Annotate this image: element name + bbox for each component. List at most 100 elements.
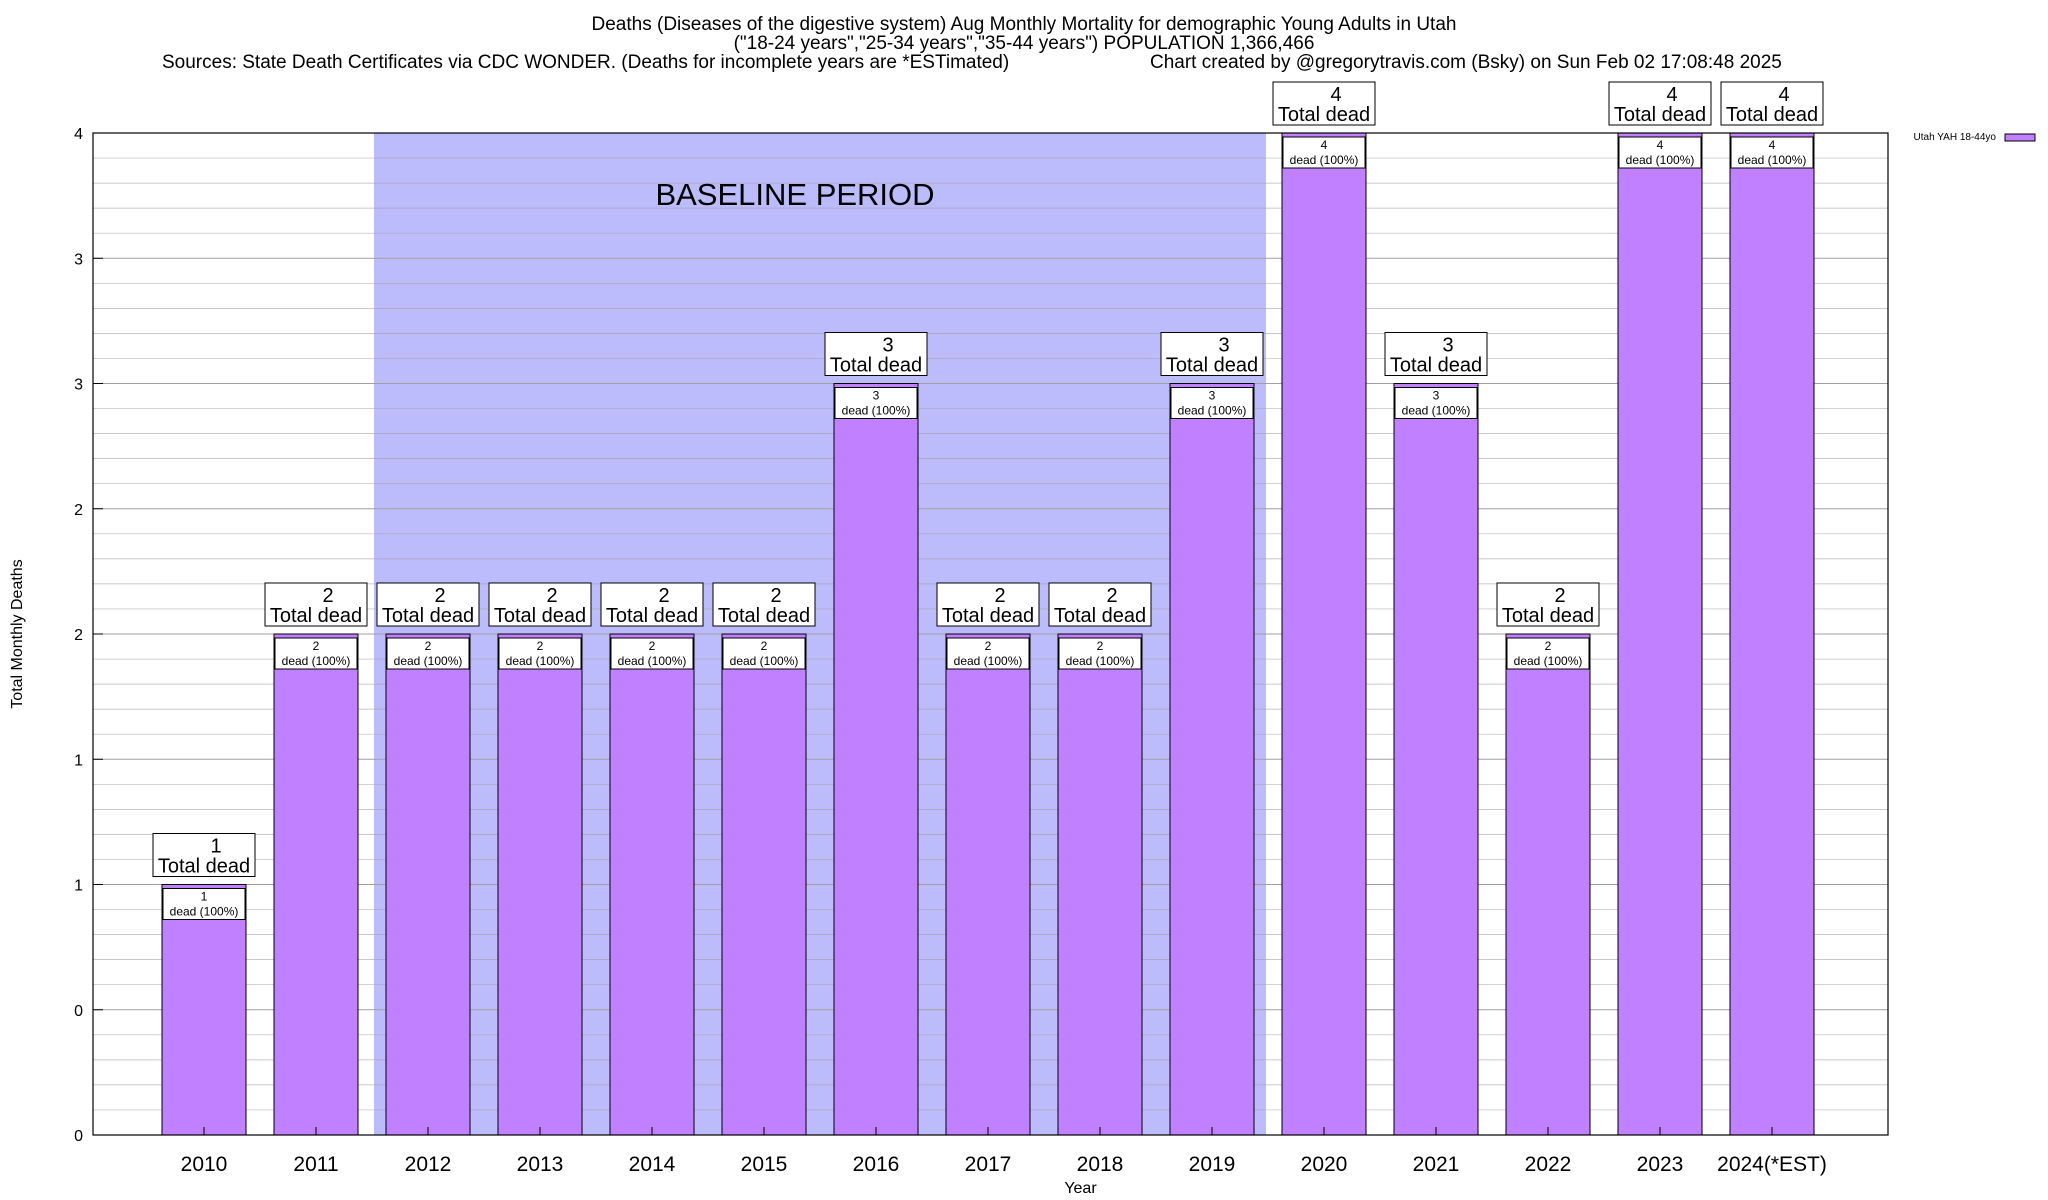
bar-label-box [1618,136,1702,169]
bar-label-box [162,888,246,920]
bar-value-label: 2 [985,639,992,653]
bar-value-label: 3 [1209,389,1216,403]
total-dead-label: Total dead [1726,104,1818,126]
chart-title-line-1: Deaths (Diseases of the digestive system… [591,14,1457,35]
total-dead-value: 2 [1554,585,1565,607]
total-dead-value: 4 [1666,84,1677,106]
legend-label: Utah YAH 18-44yo [1914,132,1997,143]
total-dead-box [1160,332,1264,376]
total-dead-label: Total dead [718,605,810,627]
total-dead-value: 2 [434,585,445,607]
total-dead-value: 2 [322,585,333,607]
bar-label-box [1170,387,1254,419]
total-dead-box [600,582,704,627]
bar-label-box [1282,136,1366,169]
total-dead-value: 2 [546,585,557,607]
total-dead-box [936,582,1040,627]
bar-percent-label: dead (100%) [1290,153,1359,167]
bar-percent-label: dead (100%) [1178,404,1247,418]
bar-percent-label: dead (100%) [1402,404,1471,418]
bar-value-label: 2 [425,639,432,653]
y-tick-label: 3 [74,377,83,394]
y-tick-label: 0 [74,1003,83,1020]
bar-value-label: 2 [537,639,544,653]
x-tick-label: 2021 [1413,1153,1460,1176]
bar [273,633,359,1136]
total-dead-label: Total dead [382,605,474,627]
total-dead-label: Total dead [158,856,250,878]
bar [721,633,807,1136]
total-dead-label: Total dead [1278,104,1370,126]
total-dead-box [1272,81,1376,126]
plot-border [92,132,1889,1136]
total-dead-box [1720,81,1824,126]
bar-percent-label: dead (100%) [954,654,1023,668]
y-tick-label: 1 [74,752,83,769]
x-tick-label: 2015 [741,1153,788,1176]
total-dead-box [376,582,480,627]
total-dead-value: 2 [658,585,669,607]
bar-value-label: 2 [761,639,768,653]
bar [1057,633,1143,1136]
bar [833,383,919,1136]
bar [1393,383,1479,1136]
total-dead-box [1608,81,1712,126]
y-tick-label: 4 [74,126,83,143]
total-dead-box [824,332,928,376]
bar-value-label: 4 [1769,138,1776,152]
total-dead-box [1496,582,1600,627]
y-tick-label: 1 [74,878,83,895]
chart-sources: Sources: State Death Certificates via CD… [162,52,1010,73]
bar-percent-label: dead (100%) [618,654,687,668]
bar [1729,132,1815,1136]
bar-percent-label: dead (100%) [1514,654,1583,668]
total-dead-value: 2 [994,585,1005,607]
bar-label-box [386,637,470,670]
x-tick-label: 2022 [1525,1153,1572,1176]
x-tick-label: 2024(*EST) [1717,1153,1827,1176]
bar-label-box [1506,637,1590,670]
bar-percent-label: dead (100%) [1066,654,1135,668]
x-tick-label: 2010 [181,1153,228,1176]
total-dead-label: Total dead [606,605,698,627]
x-tick-label: 2013 [517,1153,564,1176]
total-dead-box [712,582,816,627]
total-dead-label: Total dead [494,605,586,627]
bar [497,633,583,1136]
y-tick-label: 2 [74,627,83,644]
x-tick-label: 2012 [405,1153,452,1176]
bar [945,633,1031,1136]
bar-value-label: 3 [1433,389,1440,403]
total-dead-value: 4 [1330,84,1341,106]
legend-swatch [2004,133,2036,142]
y-axis-label: Total Monthly Deaths [9,559,26,708]
chart-title-line-2: ("18-24 years","25-34 years","35-44 year… [733,33,1315,54]
bar-label-box [722,637,806,670]
total-dead-label: Total dead [942,605,1034,627]
total-dead-label: Total dead [1054,605,1146,627]
chart-credit: Chart created by @gregorytravis.com (Bsk… [1150,52,1782,73]
total-dead-box [488,582,592,627]
total-dead-value: 4 [1778,84,1789,106]
bar-percent-label: dead (100%) [842,404,911,418]
baseline-period-label: BASELINE PERIOD [655,177,934,212]
bar-value-label: 1 [201,890,208,904]
bar-percent-label: dead (100%) [170,905,239,919]
total-dead-value: 3 [882,335,893,357]
bar-value-label: 4 [1657,138,1664,152]
bar-value-label: 4 [1321,138,1328,152]
bar-percent-label: dead (100%) [282,654,351,668]
bar [1281,132,1367,1136]
bar-label-box [1058,637,1142,670]
bar-percent-label: dead (100%) [506,654,575,668]
y-tick-label: 2 [74,502,83,519]
y-tick-label: 3 [74,251,83,268]
y-tick-label: 0 [74,1128,83,1145]
bar-label-box [1730,136,1814,169]
bar-percent-label: dead (100%) [1626,153,1695,167]
bar-value-label: 2 [313,639,320,653]
bar-label-box [834,387,918,419]
bar [609,633,695,1136]
bar [161,884,247,1136]
